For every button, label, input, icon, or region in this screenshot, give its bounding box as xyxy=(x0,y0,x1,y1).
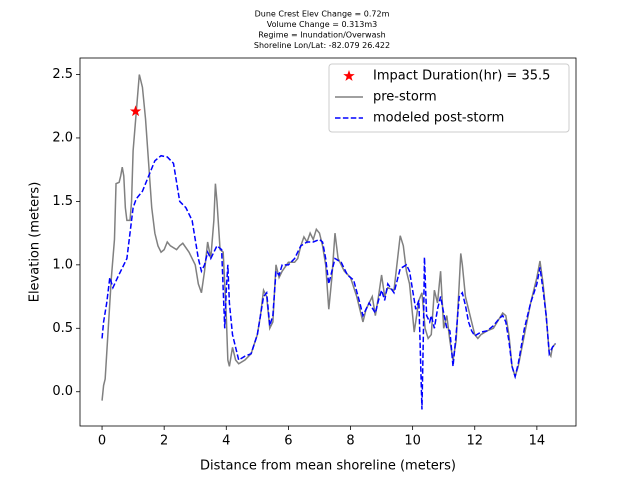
legend-label: modeled post-storm xyxy=(373,111,504,126)
legend-box xyxy=(328,63,570,133)
y-tick-label: 2.0 xyxy=(52,130,73,145)
x-axis-label: Distance from mean shoreline (meters) xyxy=(200,459,456,474)
legend-marker xyxy=(343,69,355,81)
plot-frame xyxy=(79,57,577,427)
legend-label: pre-storm xyxy=(373,90,437,105)
x-tick-label: 8 xyxy=(346,434,354,449)
y-tick-label: 1.0 xyxy=(52,257,73,272)
chart-title: Dune Crest Elev Change = 0.72m xyxy=(255,10,390,19)
x-tick-label: 6 xyxy=(284,434,292,449)
chart-title: Regime = Inundation/Overwash xyxy=(258,31,385,40)
x-tick-label: 2 xyxy=(160,434,168,449)
legend-label: Impact Duration(hr) = 35.5 xyxy=(373,69,550,84)
x-tick-label: 14 xyxy=(529,434,546,449)
y-tick-label: 0.0 xyxy=(52,384,73,399)
x-tick-label: 4 xyxy=(222,434,230,449)
chart-title: Volume Change = 0.313m3 xyxy=(267,20,378,29)
star-marker xyxy=(129,105,142,117)
y-tick-label: 1.5 xyxy=(52,194,73,209)
y-tick-label: 2.5 xyxy=(52,67,73,82)
y-tick-label: 0.5 xyxy=(52,321,73,336)
y-axis-label: Elevation (meters) xyxy=(28,182,43,303)
chart-title: Shoreline Lon/Lat: -82.079 26.422 xyxy=(254,41,390,50)
x-tick-label: 12 xyxy=(466,434,483,449)
line-series xyxy=(101,74,557,401)
x-tick-label: 10 xyxy=(404,434,421,449)
line-series xyxy=(101,154,557,410)
x-tick-label: 0 xyxy=(98,434,106,449)
